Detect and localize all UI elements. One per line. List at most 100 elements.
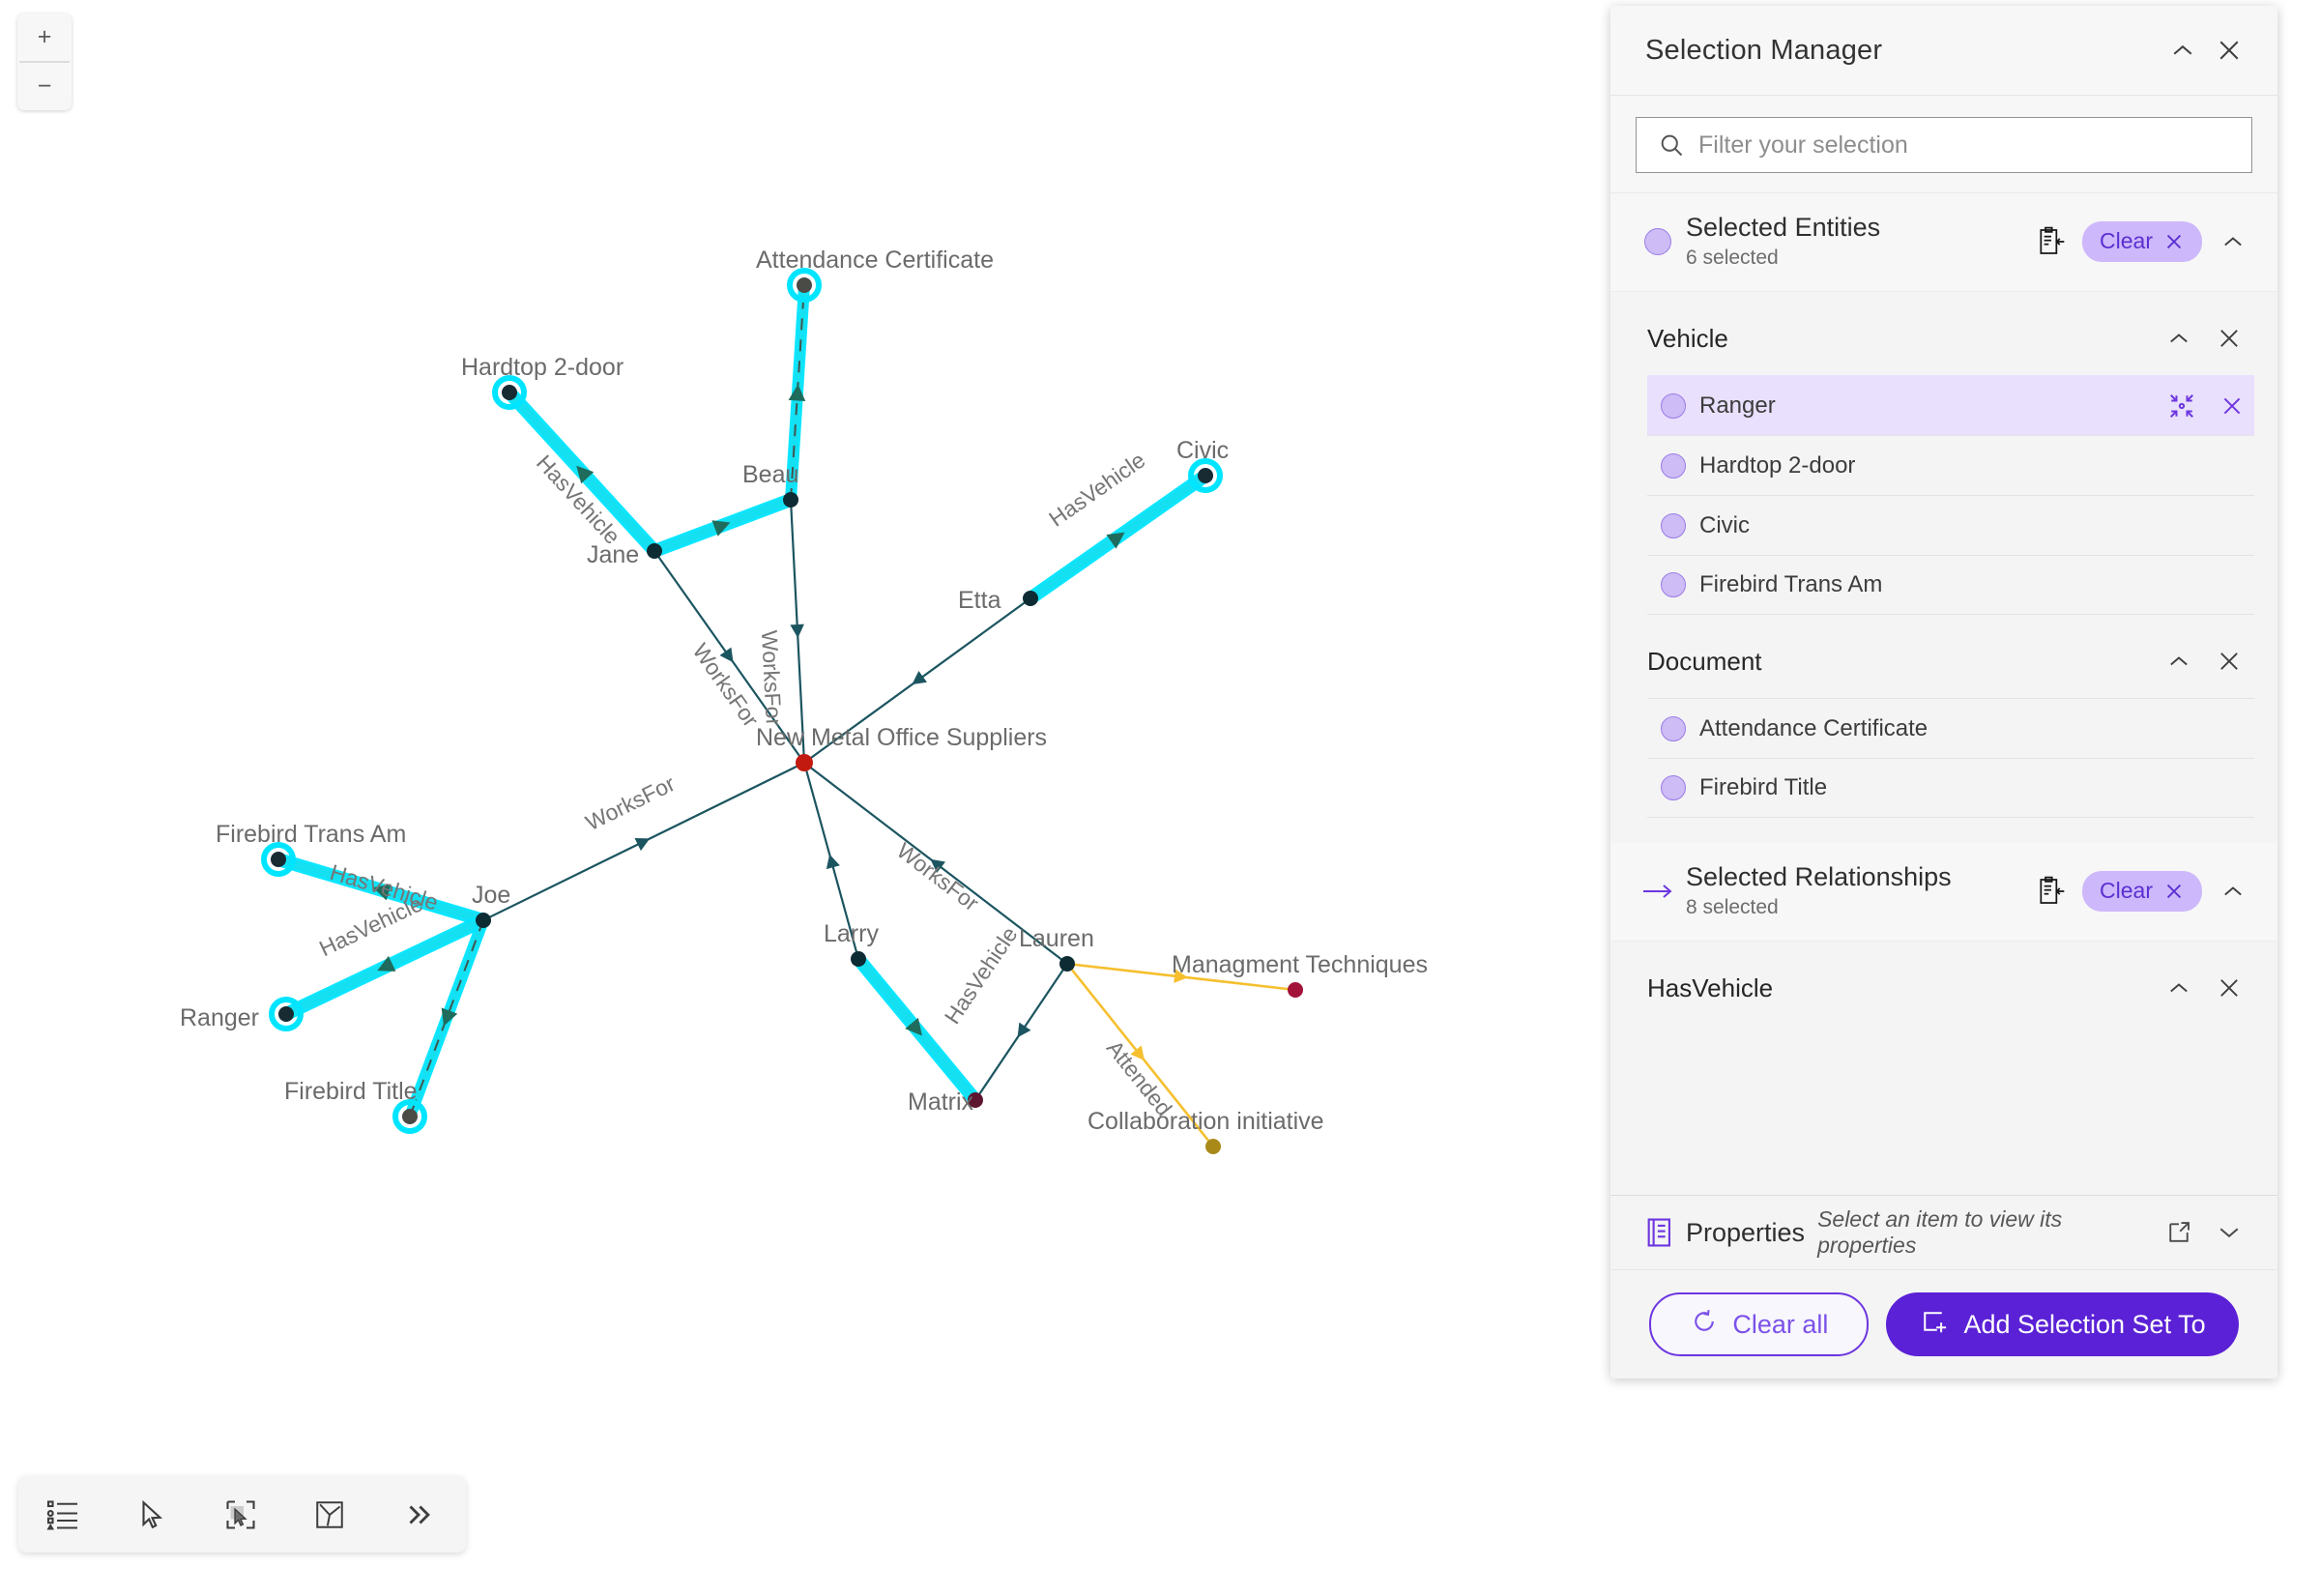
- node-label: Ranger: [180, 1004, 259, 1031]
- graph-edge[interactable]: [481, 761, 806, 922]
- edge-arrow-icon: [788, 384, 806, 402]
- group-count: 6 selected: [1686, 247, 1779, 270]
- type-remove-icon[interactable]: [2204, 640, 2254, 682]
- open-external-icon[interactable]: [2154, 1207, 2204, 1258]
- graph-node[interactable]: [492, 375, 527, 410]
- graph-node[interactable]: [1023, 591, 1038, 606]
- graph-node[interactable]: [796, 754, 813, 771]
- type-remove-icon[interactable]: [2204, 317, 2254, 360]
- type-section-title: HasVehicle: [1647, 972, 1774, 1002]
- graph-edge[interactable]: [852, 952, 982, 1107]
- copy-to-clipboard-icon[interactable]: [2030, 870, 2073, 913]
- group-collapse-icon[interactable]: [2212, 870, 2254, 913]
- graph-edge[interactable]: [648, 493, 798, 558]
- type-collapse-icon[interactable]: [2154, 967, 2204, 1009]
- list-item[interactable]: Attendance Certificate: [1647, 698, 2254, 758]
- edge-arrow-icon: [377, 955, 396, 972]
- graph-node[interactable]: [1188, 458, 1223, 493]
- chevron-up-icon[interactable]: [2160, 27, 2206, 73]
- graph-edge[interactable]: [785, 279, 810, 506]
- list-item[interactable]: Civic: [1647, 495, 2254, 555]
- type-collapse-icon[interactable]: [2154, 317, 2204, 360]
- entity-bullet-icon: [1647, 452, 1699, 479]
- graph-edge[interactable]: [652, 549, 806, 765]
- properties-hint: Select an item to view its properties: [1817, 1206, 2063, 1258]
- graph-toolbar[interactable]: [18, 1476, 466, 1552]
- graph-edge[interactable]: [789, 498, 806, 765]
- chevron-down-icon[interactable]: [2204, 1207, 2254, 1258]
- clear-group-button[interactable]: Clear: [2082, 220, 2202, 262]
- type-section-list: Ranger Hardtop 2-door Civic Firebird Trans …: [1610, 375, 2277, 616]
- legend-icon[interactable]: [18, 1476, 107, 1552]
- node-label: Firebird Trans Am: [216, 821, 407, 848]
- zoom-out-button[interactable]: −: [37, 73, 52, 100]
- filter-input[interactable]: [1689, 130, 2234, 160]
- edge-arrow-icon: [372, 884, 392, 901]
- group-count: 8 selected: [1686, 896, 1779, 919]
- zoom-to-entity-icon[interactable]: [2160, 384, 2204, 428]
- lasso-select-icon[interactable]: [196, 1476, 285, 1552]
- layout-icon[interactable]: [285, 1476, 374, 1552]
- graph-edge[interactable]: [802, 761, 1069, 966]
- graph-node[interactable]: [1205, 1139, 1221, 1154]
- group-collapse-icon[interactable]: [2212, 220, 2254, 263]
- properties-bar[interactable]: Properties Select an item to view its pr…: [1610, 1195, 2277, 1269]
- graph-edge[interactable]: [802, 596, 1032, 765]
- graph-canvas[interactable]: HasVehicle WorksFor WorksFor HasVehicle HasV…: [0, 0, 1605, 1596]
- graph-node[interactable]: [392, 1099, 427, 1134]
- copy-to-clipboard-icon[interactable]: [2030, 220, 2073, 263]
- clear-group-button[interactable]: Clear: [2082, 870, 2202, 912]
- panel-header: Selection Manager: [1610, 6, 2277, 96]
- clear-all-button[interactable]: Clear all: [1649, 1292, 1870, 1356]
- graph-edge[interactable]: [802, 761, 860, 961]
- node-label: Managment Techniques: [1172, 951, 1428, 978]
- graph-edge[interactable]: [1024, 469, 1212, 605]
- selection-manager-panel[interactable]: Selection Manager Selected Entities 6 sel…: [1610, 6, 2277, 1378]
- graph-node[interactable]: [968, 1092, 983, 1108]
- graph-node-layer[interactable]: [261, 268, 1303, 1154]
- edge-arrow-icon: [1174, 969, 1188, 983]
- type-section-header: HasVehicle: [1610, 942, 2277, 1026]
- graph-edge[interactable]: [973, 962, 1069, 1102]
- type-collapse-icon[interactable]: [2154, 640, 2204, 682]
- graph-node[interactable]: [783, 492, 798, 508]
- list-item[interactable]: Ranger: [1647, 375, 2254, 436]
- node-label: Joe: [472, 882, 511, 909]
- edge-arrow-icon: [1130, 1045, 1145, 1060]
- type-remove-icon[interactable]: [2204, 967, 2254, 1009]
- graph-node[interactable]: [269, 997, 304, 1031]
- node-label: New Metal Office Suppliers: [756, 724, 1048, 751]
- zoom-controls[interactable]: + −: [17, 14, 72, 110]
- more-icon[interactable]: [374, 1476, 463, 1552]
- graph-node[interactable]: [787, 268, 822, 303]
- close-icon[interactable]: [2206, 27, 2252, 73]
- graph-edge[interactable]: [503, 386, 661, 558]
- graph-node[interactable]: [1059, 956, 1075, 972]
- type-section-header: Vehicle: [1610, 292, 2277, 376]
- properties-title: Properties: [1686, 1217, 1806, 1247]
- graph-edge[interactable]: [272, 853, 490, 927]
- add-selection-set-button[interactable]: Add Selection Set To: [1886, 1292, 2239, 1356]
- selection-scroll-area[interactable]: Selected Entities 6 selected Clear Vehicle R…: [1610, 192, 2277, 1195]
- remove-entity-icon[interactable]: [2210, 384, 2254, 428]
- graph-edge[interactable]: [404, 914, 489, 1122]
- graph-edge[interactable]: [1065, 962, 1215, 1148]
- graph-node[interactable]: [261, 842, 296, 877]
- list-item[interactable]: Firebird Trans Am: [1647, 555, 2254, 616]
- edge-arrow-icon: [1017, 1022, 1031, 1038]
- graph-edge[interactable]: [1065, 962, 1297, 992]
- list-item[interactable]: Hardtop 2-door: [1647, 435, 2254, 495]
- edge-arrow-icon: [930, 858, 945, 874]
- graph-node[interactable]: [851, 951, 866, 967]
- graph-node[interactable]: [647, 543, 662, 559]
- node-label: Collaboration initiative: [1088, 1108, 1324, 1135]
- graph-edge-layer: [272, 279, 1297, 1148]
- filter-box[interactable]: [1636, 117, 2252, 173]
- graph-node[interactable]: [476, 913, 491, 928]
- list-item[interactable]: Firebird Title: [1647, 758, 2254, 819]
- graph-edge[interactable]: [279, 914, 490, 1021]
- zoom-in-button[interactable]: +: [37, 23, 52, 50]
- pointer-icon[interactable]: [107, 1476, 196, 1552]
- graph-node[interactable]: [1288, 982, 1303, 998]
- graph-svg[interactable]: [0, 0, 1605, 1596]
